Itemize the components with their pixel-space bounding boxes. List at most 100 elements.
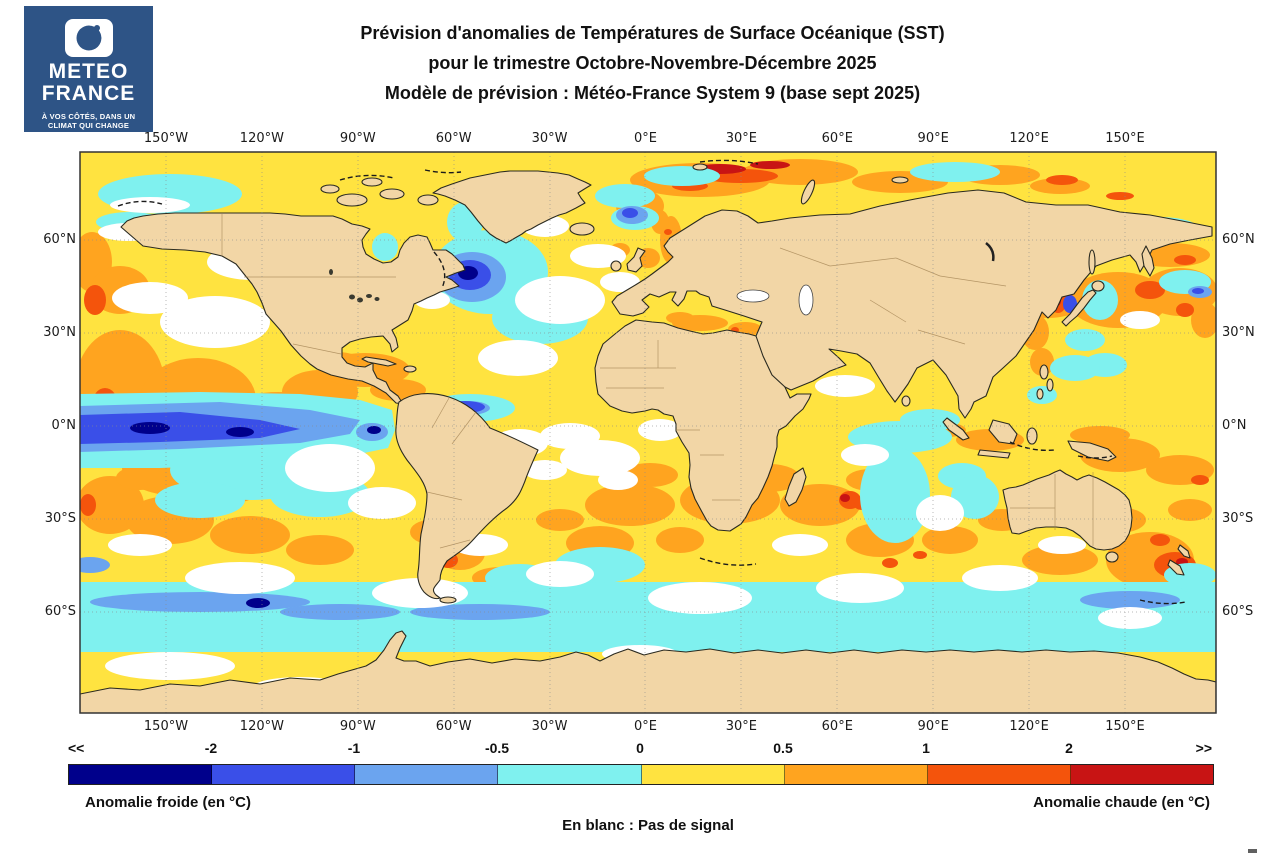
lon-tick-bottom: 150°W bbox=[143, 719, 189, 734]
lon-tick-top: 0°E bbox=[634, 131, 657, 146]
lon-tick-bottom: 90°E bbox=[917, 719, 949, 734]
tierra-del-fuego bbox=[439, 596, 457, 604]
lat-tick-left: 30°S bbox=[44, 511, 76, 526]
colorbar-tick: 1 bbox=[922, 740, 930, 756]
map-title: Prévision d'anomalies de Températures de… bbox=[165, 18, 1140, 108]
hokkaido bbox=[1091, 280, 1105, 292]
north-america bbox=[120, 212, 466, 405]
lon-tick-bottom: 60°W bbox=[435, 719, 472, 734]
japan bbox=[1061, 289, 1097, 327]
lon-tick-top: 150°E bbox=[1105, 131, 1145, 146]
tasmania bbox=[1105, 551, 1119, 563]
colorbar-tick: >> bbox=[1195, 740, 1212, 756]
colorbar-tick: 2 bbox=[1065, 740, 1073, 756]
colorbar-tick: -2 bbox=[204, 740, 218, 756]
lon-tick-top: 90°W bbox=[339, 131, 376, 146]
hispaniola bbox=[403, 365, 417, 373]
extreme-cold-patches bbox=[130, 266, 478, 608]
lat-tick-left: 0°N bbox=[51, 418, 77, 433]
colorbar-tick: 0 bbox=[636, 740, 644, 756]
madagascar bbox=[784, 467, 807, 507]
map-frame bbox=[79, 151, 1217, 714]
lon-tick-top: 60°E bbox=[821, 131, 853, 146]
sakhalin bbox=[1088, 249, 1096, 275]
lon-tick-bottom: 120°E bbox=[1009, 719, 1049, 734]
logo-tagline-line1: À VOS CÔTÉS, DANS UN bbox=[41, 112, 136, 121]
caption-warm: Anomalie chaude (en °C) bbox=[1033, 794, 1210, 811]
colorbar-segment-1 bbox=[212, 765, 356, 784]
lon-tick-top: 150°W bbox=[143, 131, 189, 146]
lon-tick-bottom: 120°W bbox=[239, 719, 284, 734]
cuba bbox=[361, 356, 397, 367]
new-guinea bbox=[1067, 440, 1117, 462]
lon-tick-bottom: 0°E bbox=[634, 719, 657, 734]
kamchatka bbox=[1141, 245, 1155, 277]
title-line1: Prévision d'anomalies de Températures de… bbox=[360, 23, 945, 43]
lat-tick-right: 0°N bbox=[1222, 418, 1247, 433]
lon-tick-top: 30°W bbox=[531, 131, 568, 146]
lon-tick-bottom: 30°E bbox=[725, 719, 758, 734]
caption-cold: Anomalie froide (en °C) bbox=[85, 794, 252, 811]
south-america bbox=[395, 393, 539, 600]
logo-name-line2: FRANCE bbox=[41, 82, 136, 105]
lon-tick-top: 30°E bbox=[725, 131, 758, 146]
lon-tick-top: 120°W bbox=[239, 131, 284, 146]
meteo-france-logo: METEO FRANCE À VOS CÔTÉS, DANS UN CLIMAT… bbox=[24, 6, 153, 132]
lon-tick-bottom: 30°W bbox=[531, 719, 568, 734]
colorbar-segment-4 bbox=[641, 765, 785, 784]
colorbar bbox=[68, 764, 1214, 785]
lon-tick-bottom: 90°W bbox=[339, 719, 376, 734]
meteo-france-logo-icon bbox=[64, 19, 113, 57]
eurasia bbox=[611, 189, 1213, 419]
colorbar-segment-7 bbox=[1070, 765, 1213, 784]
lat-tick-right: 60°N bbox=[1222, 232, 1255, 247]
lake-baikal bbox=[985, 242, 995, 262]
colorbar-segment-5 bbox=[784, 765, 928, 784]
lon-tick-top: 90°E bbox=[917, 131, 949, 146]
colorbar-tick: 0.5 bbox=[773, 740, 793, 756]
sri-lanka bbox=[901, 395, 911, 407]
lat-tick-left: 30°N bbox=[43, 325, 76, 340]
australia bbox=[1002, 469, 1133, 551]
colorbar-tick: -1 bbox=[347, 740, 361, 756]
colorbar-segment-6 bbox=[927, 765, 1071, 784]
united-kingdom bbox=[626, 247, 646, 273]
sumatra bbox=[942, 417, 970, 441]
lon-tick-top: 120°E bbox=[1009, 131, 1049, 146]
lat-tick-right: 30°S bbox=[1222, 511, 1254, 526]
significance-contours bbox=[117, 159, 1187, 605]
colorbar-segment-0 bbox=[69, 765, 213, 784]
scan-artifact bbox=[1248, 849, 1257, 853]
lon-tick-top: 60°W bbox=[435, 131, 472, 146]
lon-tick-bottom: 150°E bbox=[1105, 719, 1145, 734]
lon-tick-bottom: 60°E bbox=[821, 719, 853, 734]
lat-tick-left: 60°S bbox=[44, 604, 76, 619]
landmasses bbox=[80, 163, 1216, 713]
greenland bbox=[432, 170, 592, 244]
caption-no-signal: En blanc : Pas de signal bbox=[562, 817, 734, 834]
colorbar-segment-3 bbox=[498, 765, 642, 784]
title-line3: Modèle de prévision : Météo-France Syste… bbox=[384, 83, 921, 103]
lat-tick-right: 60°S bbox=[1222, 604, 1254, 619]
graticule bbox=[80, 152, 1216, 713]
new-zealand-south bbox=[1167, 559, 1185, 576]
inland-waters bbox=[329, 233, 995, 316]
iceland bbox=[569, 222, 595, 236]
colorbar-tick: -0.5 bbox=[484, 740, 510, 756]
title-line2: pour le trimestre Octobre-Novembre-Décem… bbox=[428, 53, 877, 73]
ireland bbox=[610, 260, 622, 272]
colorbar-segment-2 bbox=[355, 765, 499, 784]
southern-ocean-cold-band bbox=[80, 582, 1216, 652]
java bbox=[977, 449, 1011, 459]
logo-name-line1: METEO bbox=[48, 60, 129, 83]
colorbar-tick: << bbox=[68, 740, 85, 756]
country-borders bbox=[221, 214, 1094, 549]
lat-tick-right: 30°N bbox=[1222, 325, 1255, 340]
lat-tick-left: 60°N bbox=[43, 232, 76, 247]
antarctica bbox=[80, 630, 1216, 713]
logo-tagline-line2: CLIMAT QUI CHANGE bbox=[47, 121, 130, 130]
logo-glyph-svg bbox=[76, 25, 103, 51]
new-zealand-north bbox=[1177, 544, 1191, 559]
